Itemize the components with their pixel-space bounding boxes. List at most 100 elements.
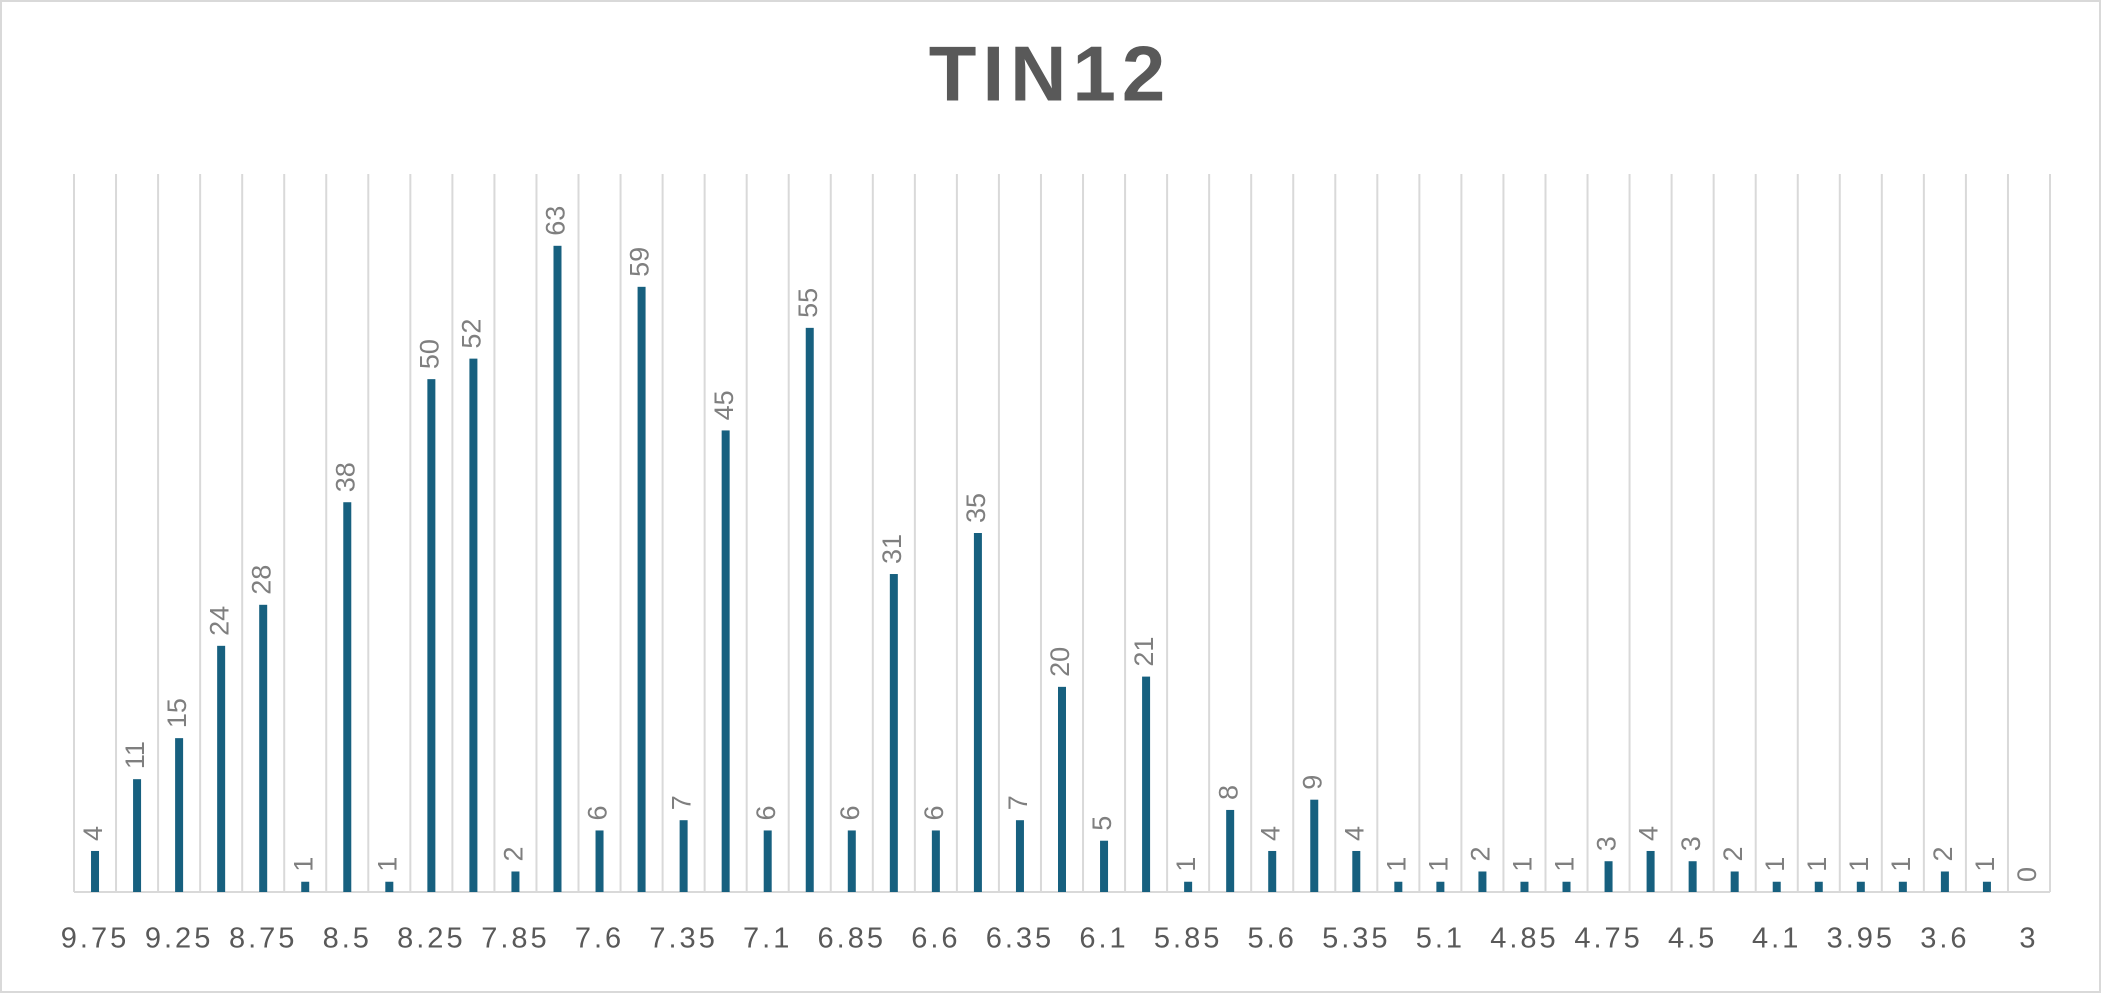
bar (553, 245, 562, 893)
x-tick-label: 4.5 (1668, 923, 1717, 955)
data-label: 31 (877, 534, 907, 564)
bar (1814, 881, 1823, 892)
data-label: 4 (1255, 826, 1285, 841)
data-label: 6 (751, 805, 781, 820)
data-label: 3 (1676, 836, 1706, 851)
data-label: 1 (1970, 857, 2000, 872)
bar (805, 327, 814, 892)
bar (1772, 881, 1781, 892)
bar (175, 738, 184, 892)
data-label: 1 (1550, 857, 1580, 872)
bar (1268, 850, 1277, 892)
bar (1730, 871, 1739, 892)
data-label: 4 (1634, 826, 1664, 841)
x-tick-label: 9.25 (145, 923, 213, 955)
data-label: 0 (2012, 867, 2042, 882)
data-label: 2 (1466, 846, 1496, 861)
data-label: 28 (246, 565, 276, 595)
data-label: 35 (961, 493, 991, 523)
data-label: 21 (1129, 637, 1159, 667)
data-label: 1 (288, 857, 318, 872)
data-label: 2 (1718, 846, 1748, 861)
data-label: 9 (1297, 775, 1327, 790)
data-label: 52 (457, 319, 487, 349)
bar (217, 645, 226, 892)
bar (1982, 881, 1991, 892)
bar (343, 502, 352, 892)
x-tick-label: 5.6 (1248, 923, 1297, 955)
x-tick-label: 4.75 (1574, 923, 1642, 955)
bar (1100, 840, 1109, 892)
bar (1898, 881, 1907, 892)
x-tick-label: 6.6 (911, 923, 960, 955)
x-tick-label: 6.35 (986, 923, 1054, 955)
x-tick-label: 9.75 (61, 923, 129, 955)
data-label: 6 (835, 805, 865, 820)
data-label: 1 (1171, 857, 1201, 872)
bar (1688, 861, 1697, 892)
data-label: 63 (541, 206, 571, 236)
data-label: 20 (1045, 647, 1075, 677)
bar (1856, 881, 1865, 892)
data-label: 59 (625, 247, 655, 277)
bar (133, 779, 142, 892)
bar (721, 430, 730, 892)
data-label: 8 (1213, 785, 1243, 800)
data-label: 1 (1802, 857, 1832, 872)
x-tick-label: 8.5 (323, 923, 372, 955)
chart-title: TIN12 (929, 30, 1171, 118)
x-tick-label: 3 (2019, 923, 2038, 955)
x-tick-label: 7.1 (743, 923, 792, 955)
bar (1058, 686, 1066, 892)
data-label: 2 (1928, 846, 1958, 861)
data-label: 6 (583, 805, 613, 820)
data-label: 38 (330, 462, 360, 492)
bar (301, 881, 310, 892)
bar (1478, 871, 1487, 892)
data-label: 1 (1844, 857, 1874, 872)
x-tick-label: 3.95 (1827, 923, 1895, 955)
data-label: 1 (1381, 857, 1411, 872)
data-label: 6 (919, 805, 949, 820)
x-tick-label: 3.6 (1920, 923, 1969, 955)
x-tick-label: 8.75 (229, 923, 297, 955)
x-tick-label: 6.85 (818, 923, 886, 955)
bar (1015, 820, 1024, 892)
data-label: 5 (1087, 816, 1117, 831)
bar (1940, 871, 1949, 892)
data-label: 3 (1592, 836, 1622, 851)
x-tick-label: 6.1 (1079, 923, 1128, 955)
data-label: 7 (1003, 795, 1033, 810)
data-label: 15 (162, 698, 192, 728)
bar (595, 830, 604, 892)
bar (637, 286, 646, 892)
bar (385, 881, 394, 892)
bar (1184, 881, 1193, 892)
bar (427, 379, 436, 893)
data-label: 24 (204, 606, 234, 636)
bar (763, 830, 772, 892)
data-label: 50 (414, 339, 444, 369)
data-label: 1 (1886, 857, 1916, 872)
x-tick-label: 5.35 (1322, 923, 1390, 955)
bar (91, 850, 100, 892)
bar (511, 871, 520, 892)
bar (1436, 881, 1445, 892)
x-tick-label: 5.85 (1154, 923, 1222, 955)
data-label: 1 (1760, 857, 1790, 872)
data-label: 1 (1508, 857, 1538, 872)
bar (847, 830, 856, 892)
bar (889, 574, 898, 892)
bar (1394, 881, 1403, 892)
bar (1310, 799, 1319, 892)
bar (1520, 881, 1529, 892)
x-tick-label: 7.85 (481, 923, 549, 955)
bar (1226, 809, 1235, 892)
bar (931, 830, 940, 892)
x-tick-label: 4.85 (1490, 923, 1558, 955)
bar (259, 604, 268, 892)
data-label: 4 (1339, 826, 1369, 841)
data-label: 45 (709, 390, 739, 420)
